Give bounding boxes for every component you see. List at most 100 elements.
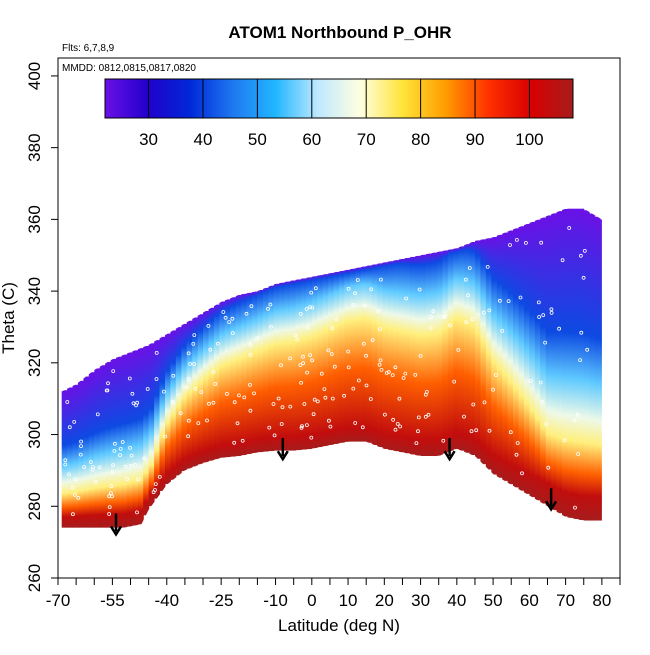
x-tick-label: 20 [375,591,394,610]
track-point [288,404,293,409]
track-point [414,441,419,446]
track-point [469,429,474,434]
track-point [298,363,303,368]
track-point [106,381,110,386]
x-tick-label: 70 [556,591,575,610]
track-point [487,308,492,313]
track-point [353,291,357,296]
heat-column [203,311,209,463]
track-point [288,356,293,361]
track-point [91,465,95,470]
track-point [452,379,457,384]
heat-column [186,320,193,469]
heat-column [502,232,509,481]
track-point [416,429,420,434]
heat-column [72,384,79,528]
heat-column [572,208,579,519]
tropopause-arrow [109,513,123,537]
tropopause-arrow [545,488,558,512]
track-point [154,377,159,381]
x-axis: -70 -55 -40 -25 -10 0 10 20 30 40 50 60 70 80 [46,578,621,610]
y-tick-label: 360 [25,205,44,233]
track-point [508,430,513,435]
track-point [581,275,586,280]
track-point [280,405,285,410]
track-point [585,347,590,352]
track-point [63,458,68,463]
heat-column [349,268,356,442]
heat-column [496,234,503,478]
track-point [462,414,466,419]
track-point [332,364,337,369]
colorbar-tick-label: 70 [357,130,376,149]
track-point [346,349,351,354]
colorbar-tick-label: 40 [193,130,212,149]
colorbar-tick-label: 90 [466,130,485,149]
heat-column [241,293,248,456]
track-point [255,336,259,341]
heat-column [447,249,454,452]
tropopause-arrow [443,438,456,462]
track-point [192,362,197,366]
track-point [235,421,240,426]
track-point [133,462,137,467]
track-point [497,298,502,303]
track-point [322,387,327,392]
track-point [395,421,400,426]
track-point [310,305,315,310]
track-point [70,485,75,490]
track-point [404,296,409,301]
heat-column [567,208,574,518]
track-point [135,510,139,515]
track-point [508,243,512,247]
x-tick-label: -10 [263,591,288,610]
heat-column [273,283,280,451]
track-point [361,341,366,346]
track-point [313,286,318,291]
track-point [319,371,324,376]
heat-column [458,246,465,451]
track-point [393,365,398,370]
heat-column [485,238,492,470]
heat-column [507,230,514,485]
heat-column [159,336,166,491]
track-point [379,367,384,372]
track-point [79,439,83,444]
track-point [579,253,583,258]
track-point [128,463,133,468]
track-point [537,315,541,319]
track-point [252,391,256,396]
track-point [441,438,446,443]
track-point [268,302,273,307]
heat-column [551,213,558,511]
track-point [448,323,452,328]
track-point [72,419,77,424]
track-point [431,309,436,314]
track-point [154,350,159,355]
track-point [518,295,523,300]
track-point [423,414,428,419]
track-point [567,226,572,230]
heat-column [464,244,471,453]
track-point [418,353,423,358]
track-point [346,286,351,291]
x-tick-label: 50 [484,591,503,610]
heat-column [143,346,150,516]
track-point [73,477,78,482]
heat-column [545,215,552,507]
track-point [153,488,157,492]
heat-column [431,252,438,457]
track-point [326,418,331,423]
y-tick-label: 280 [25,492,44,520]
heat-column [344,269,351,442]
track-point [97,465,102,470]
track-point [111,463,116,468]
track-point [73,492,77,497]
track-point [482,400,487,405]
x-tick-label: -70 [46,591,71,610]
track-point [267,425,272,430]
track-point [312,397,317,402]
track-point [120,440,125,444]
annotation-dates: MMDD: 0812,0815,0817,0820 [62,63,196,74]
